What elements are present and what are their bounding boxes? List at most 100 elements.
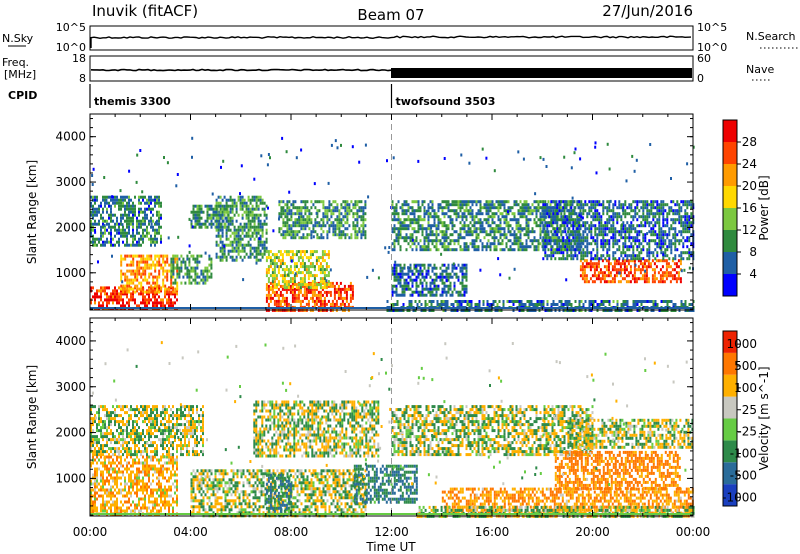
- data-cell: [688, 303, 691, 306]
- data-cell: [215, 210, 218, 214]
- data-cell: [285, 250, 288, 254]
- data-cell: [423, 227, 426, 231]
- data-cell: [323, 286, 326, 290]
- data-cell: [564, 230, 567, 234]
- data-cell: [592, 206, 595, 210]
- data-cell: [652, 206, 655, 210]
- data-cell: [154, 257, 157, 261]
- data-cell: [405, 272, 408, 276]
- data-cell: [297, 256, 300, 260]
- data-cell: [323, 253, 326, 257]
- data-cell: [245, 204, 248, 208]
- data-cell: [547, 248, 550, 252]
- data-cell: [349, 299, 352, 303]
- data-cell: [104, 292, 106, 296]
- data-cell: [583, 280, 586, 284]
- data-cell: [348, 206, 351, 210]
- data-cell: [612, 227, 615, 231]
- data-cell: [640, 200, 643, 204]
- data-cell: [132, 237, 134, 241]
- data-cell: [227, 204, 230, 208]
- data-cell: [300, 221, 303, 225]
- data-cell: [245, 234, 248, 238]
- data-cell: [622, 242, 625, 246]
- data-cell: [102, 243, 104, 247]
- data-cell: [429, 212, 432, 216]
- data-cell: [593, 265, 596, 269]
- data-cell: [461, 269, 464, 273]
- data-cell: [172, 290, 175, 294]
- data-cell: [120, 269, 123, 273]
- data-cell: [463, 200, 466, 204]
- data-cell: [200, 272, 203, 276]
- data-cell: [118, 222, 120, 226]
- data-cell: [313, 268, 316, 272]
- data-cell: [543, 212, 546, 216]
- data-cell: [299, 277, 302, 281]
- data-cell: [608, 254, 611, 258]
- data-cell: [116, 289, 118, 293]
- data-cell: [624, 209, 627, 213]
- data-cell: [291, 290, 294, 294]
- data-cell: [233, 213, 236, 217]
- data-cell: [219, 255, 222, 259]
- data-cell: [259, 252, 262, 256]
- data-cell: [658, 212, 661, 216]
- data-cell: [590, 242, 593, 246]
- data-cell: [544, 239, 547, 243]
- data-cell: [132, 290, 135, 294]
- data-cell: [120, 213, 122, 217]
- data-cell: [431, 293, 434, 297]
- data-cell: [297, 259, 300, 263]
- data-cell: [152, 275, 155, 279]
- data-cell: [564, 218, 567, 222]
- data-cell: [431, 242, 434, 246]
- data-cell: [520, 300, 523, 303]
- data-cell: [634, 254, 637, 258]
- data-cell: [162, 298, 164, 302]
- data-cell: [225, 204, 228, 208]
- data-cell: [269, 259, 272, 263]
- data-cell: [505, 242, 508, 246]
- data-cell: [210, 272, 213, 276]
- data-cell: [110, 207, 112, 211]
- data-cell: [544, 245, 547, 249]
- data-cell: [590, 300, 593, 303]
- data-cell: [624, 303, 627, 306]
- data-cell: [544, 206, 547, 210]
- data-cell: [362, 221, 365, 225]
- data-cell: [304, 209, 307, 213]
- data-cell: [566, 224, 569, 228]
- data-cell: [514, 300, 517, 303]
- data-cell: [397, 275, 400, 279]
- data-cell: [304, 236, 307, 240]
- data-cell: [90, 231, 92, 235]
- data-cell: [495, 230, 498, 234]
- data-cell: [166, 272, 169, 276]
- data-cell: [210, 207, 213, 211]
- data-cell: [590, 227, 593, 231]
- data-cell: [497, 242, 500, 246]
- data-cell: [457, 263, 460, 267]
- data-cell: [309, 274, 312, 278]
- data-cell: [655, 277, 658, 281]
- data-cell: [459, 266, 462, 270]
- data-cell: [134, 243, 136, 247]
- data-cell: [323, 250, 326, 254]
- data-cell: [138, 201, 140, 205]
- data-cell: [661, 265, 664, 269]
- data-cell: [435, 290, 438, 294]
- data-cell: [594, 242, 597, 246]
- data-cell: [627, 274, 630, 278]
- data-cell: [403, 227, 406, 231]
- data-cell: [243, 228, 246, 232]
- data-cell: [322, 200, 325, 204]
- data-cell: [160, 234, 162, 238]
- data-cell: [459, 248, 462, 252]
- data-cell: [405, 287, 408, 291]
- data-cell: [463, 245, 466, 249]
- data-cell: [607, 280, 610, 284]
- data-cell: [245, 216, 248, 220]
- data-cell: [120, 216, 122, 220]
- data-cell: [170, 292, 172, 296]
